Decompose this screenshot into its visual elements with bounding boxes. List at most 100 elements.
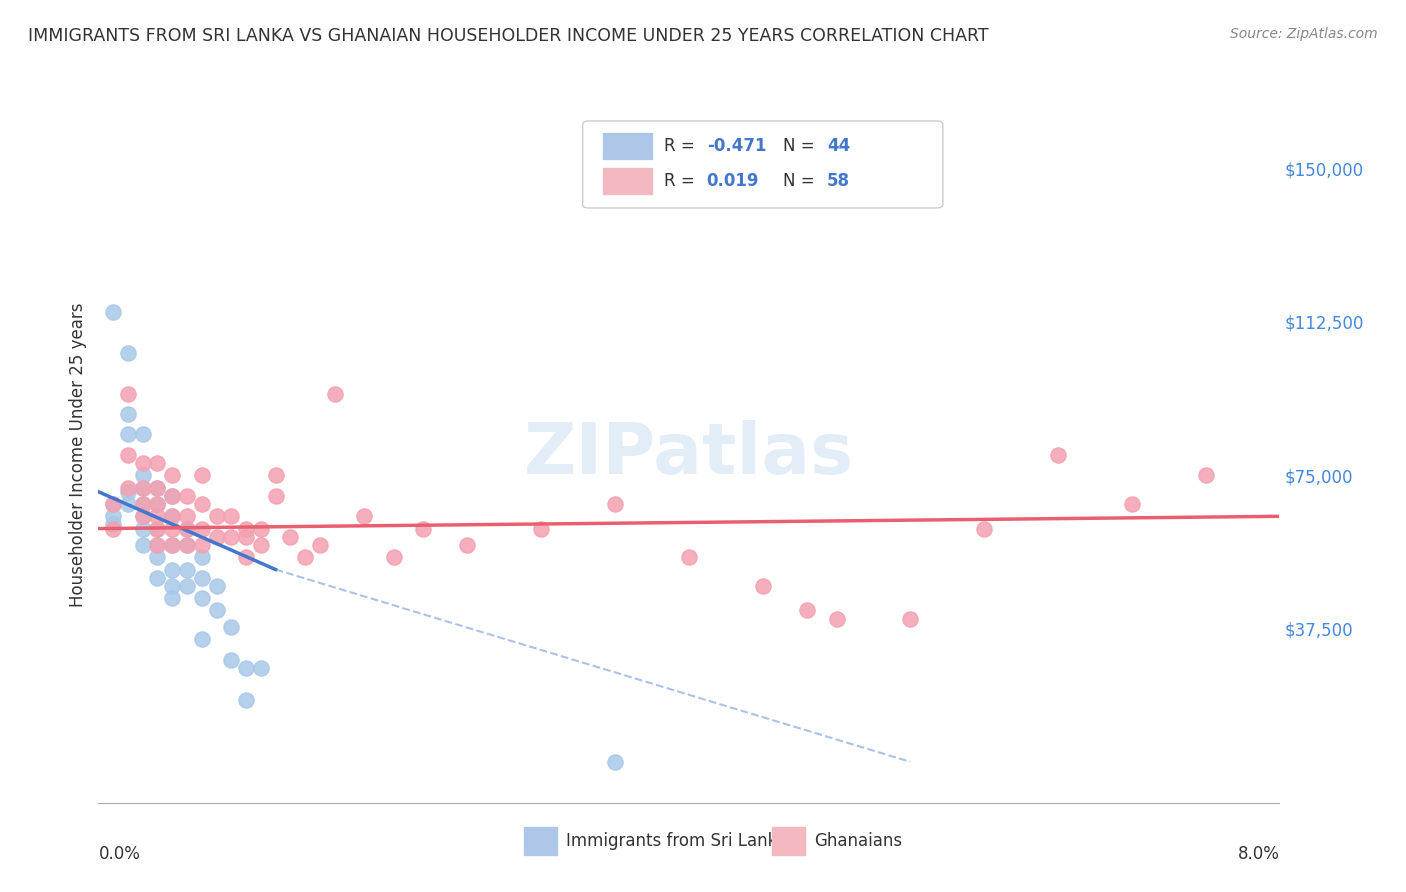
Point (146, 522, 169, 536)
Text: 0.0%: 0.0% (98, 845, 141, 863)
Point (146, 571, 169, 585)
Text: 8.0%: 8.0% (1237, 845, 1279, 863)
Point (146, 497, 169, 511)
Point (103, 497, 125, 511)
Point (176, 522, 198, 536)
Point (146, 538, 169, 552)
Point (353, 509, 375, 524)
Point (132, 497, 155, 511)
Point (117, 345, 139, 359)
Point (205, 579, 228, 593)
Point (191, 550, 214, 565)
Point (132, 538, 155, 552)
Text: N =: N = (783, 137, 820, 155)
Text: N =: N = (783, 172, 820, 190)
Point (146, 538, 169, 552)
Point (751, 579, 773, 593)
Point (103, 522, 125, 536)
Text: Ghanaians: Ghanaians (814, 832, 903, 850)
Point (456, 538, 478, 552)
Point (132, 481, 155, 495)
FancyBboxPatch shape (603, 168, 652, 194)
Point (162, 538, 183, 552)
Point (235, 693, 257, 707)
Point (219, 530, 242, 544)
Text: R =: R = (664, 137, 700, 155)
Point (162, 522, 183, 536)
Point (382, 550, 405, 565)
Point (146, 481, 169, 495)
Text: -0.471: -0.471 (707, 137, 766, 155)
FancyBboxPatch shape (772, 827, 804, 855)
Y-axis label: Householder Income Under 25 years: Householder Income Under 25 years (69, 302, 87, 607)
Point (117, 497, 139, 511)
Point (162, 591, 183, 606)
Point (191, 497, 214, 511)
Point (973, 522, 995, 536)
Point (176, 538, 198, 552)
Point (176, 538, 198, 552)
Point (146, 522, 169, 536)
Point (412, 522, 434, 536)
Point (219, 652, 242, 666)
Point (132, 468, 155, 483)
Point (1194, 468, 1216, 483)
Point (103, 304, 125, 318)
Point (235, 530, 257, 544)
Point (250, 538, 273, 552)
Point (191, 522, 214, 536)
Point (146, 509, 169, 524)
Point (132, 509, 155, 524)
Point (117, 484, 139, 499)
FancyBboxPatch shape (603, 133, 652, 159)
Point (205, 603, 228, 617)
Point (219, 620, 242, 634)
Point (191, 632, 214, 646)
Point (162, 509, 183, 524)
Point (162, 489, 183, 503)
Point (103, 497, 125, 511)
Point (146, 481, 169, 495)
Point (605, 755, 627, 769)
Text: 0.019: 0.019 (707, 172, 759, 190)
Point (796, 603, 818, 617)
Point (250, 661, 273, 675)
Point (117, 386, 139, 401)
Point (264, 468, 287, 483)
Text: 44: 44 (827, 137, 851, 155)
Text: IMMIGRANTS FROM SRI LANKA VS GHANAIAN HOUSEHOLDER INCOME UNDER 25 YEARS CORRELAT: IMMIGRANTS FROM SRI LANKA VS GHANAIAN HO… (28, 27, 988, 45)
Point (176, 562, 198, 576)
Text: R =: R = (664, 172, 700, 190)
Point (162, 562, 183, 576)
Point (132, 456, 155, 470)
Point (117, 427, 139, 442)
Text: 58: 58 (827, 172, 851, 190)
Point (132, 427, 155, 442)
Point (323, 386, 346, 401)
Point (278, 530, 302, 544)
Point (294, 550, 316, 565)
Point (103, 509, 125, 524)
Point (162, 509, 183, 524)
Point (900, 612, 922, 626)
Point (132, 522, 155, 536)
Point (176, 579, 198, 593)
FancyBboxPatch shape (523, 827, 557, 855)
Point (132, 481, 155, 495)
Point (530, 522, 553, 536)
Point (162, 579, 183, 593)
Point (308, 538, 332, 552)
Point (825, 612, 848, 626)
Point (1121, 497, 1143, 511)
Point (235, 661, 257, 675)
Point (176, 489, 198, 503)
Text: Source: ZipAtlas.com: Source: ZipAtlas.com (1230, 27, 1378, 41)
Point (264, 489, 287, 503)
Point (235, 522, 257, 536)
Point (117, 481, 139, 495)
Point (162, 489, 183, 503)
Point (250, 522, 273, 536)
Text: Immigrants from Sri Lanka: Immigrants from Sri Lanka (567, 832, 787, 850)
Point (191, 538, 214, 552)
Point (162, 538, 183, 552)
